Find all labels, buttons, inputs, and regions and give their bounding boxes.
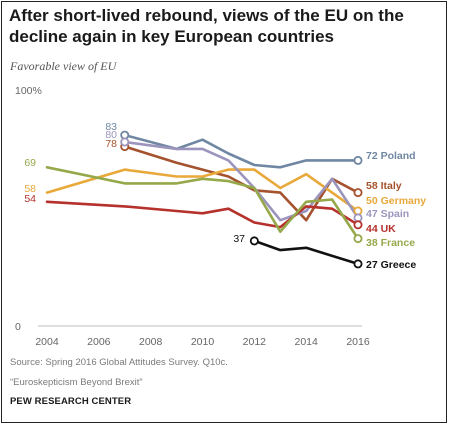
series-line-poland bbox=[123, 133, 360, 169]
end-marker-greece bbox=[353, 259, 363, 269]
end-marker-italy bbox=[353, 188, 363, 198]
x-tick-label: 2010 bbox=[191, 336, 215, 348]
end-label-poland: 72 Poland bbox=[366, 150, 416, 162]
series-line-greece bbox=[253, 239, 360, 266]
end-marker-france bbox=[353, 234, 363, 244]
start-marker-spain bbox=[120, 137, 130, 147]
start-label-italy: 78 bbox=[105, 138, 117, 150]
axes: 100% 0 2004 2006 2008 2010 2012 2014 2016 bbox=[15, 85, 370, 348]
y-tick-label-top: 100% bbox=[15, 85, 42, 97]
series-labels: 83 72 Poland 78 58 Italy 58 50 Germany 80 47 Sp… bbox=[24, 121, 426, 271]
chart-subtitle: Favorable view of EU bbox=[10, 59, 117, 73]
x-tick-label: 2012 bbox=[243, 336, 267, 348]
x-tick-label: 2008 bbox=[139, 336, 163, 348]
chart-title: After short-lived rebound, views of the … bbox=[9, 6, 404, 46]
end-label-germany: 50 Germany bbox=[366, 195, 426, 207]
start-label-france: 69 bbox=[24, 157, 36, 169]
series-line-germany bbox=[45, 168, 360, 213]
x-tick-label: 2016 bbox=[346, 336, 370, 348]
x-tick-label: 2004 bbox=[35, 336, 59, 348]
end-marker-uk bbox=[353, 220, 363, 230]
end-label-italy: 58 Italy bbox=[366, 180, 402, 192]
end-label-uk: 44 UK bbox=[366, 223, 396, 235]
series-lines bbox=[45, 133, 360, 266]
pew-research-center-logo: PEW RESEARCH CENTER bbox=[10, 396, 132, 407]
source-note: Source: Spring 2016 Global Attitudes Sur… bbox=[10, 357, 228, 368]
series-markers bbox=[120, 130, 363, 269]
x-tick-label: 2014 bbox=[294, 336, 318, 348]
start-label-greece: 37 bbox=[233, 233, 245, 245]
series-line-uk bbox=[45, 200, 360, 229]
y-tick-label-zero: 0 bbox=[15, 321, 21, 333]
series-line-france bbox=[45, 166, 360, 240]
end-label-greece: 27 Greece bbox=[366, 259, 416, 271]
start-label-germany: 58 bbox=[24, 183, 36, 195]
end-label-france: 38 France bbox=[366, 237, 415, 249]
report-title: “Euroskepticism Beyond Brexit” bbox=[10, 377, 143, 388]
start-label-uk: 54 bbox=[24, 193, 36, 205]
start-label-poland: 83 bbox=[105, 121, 117, 133]
end-label-spain: 47 Spain bbox=[366, 208, 409, 220]
x-tick-label: 2006 bbox=[87, 336, 111, 348]
end-marker-poland bbox=[353, 155, 363, 165]
start-label-spain: 80 bbox=[105, 129, 117, 141]
start-marker-greece bbox=[249, 236, 259, 246]
